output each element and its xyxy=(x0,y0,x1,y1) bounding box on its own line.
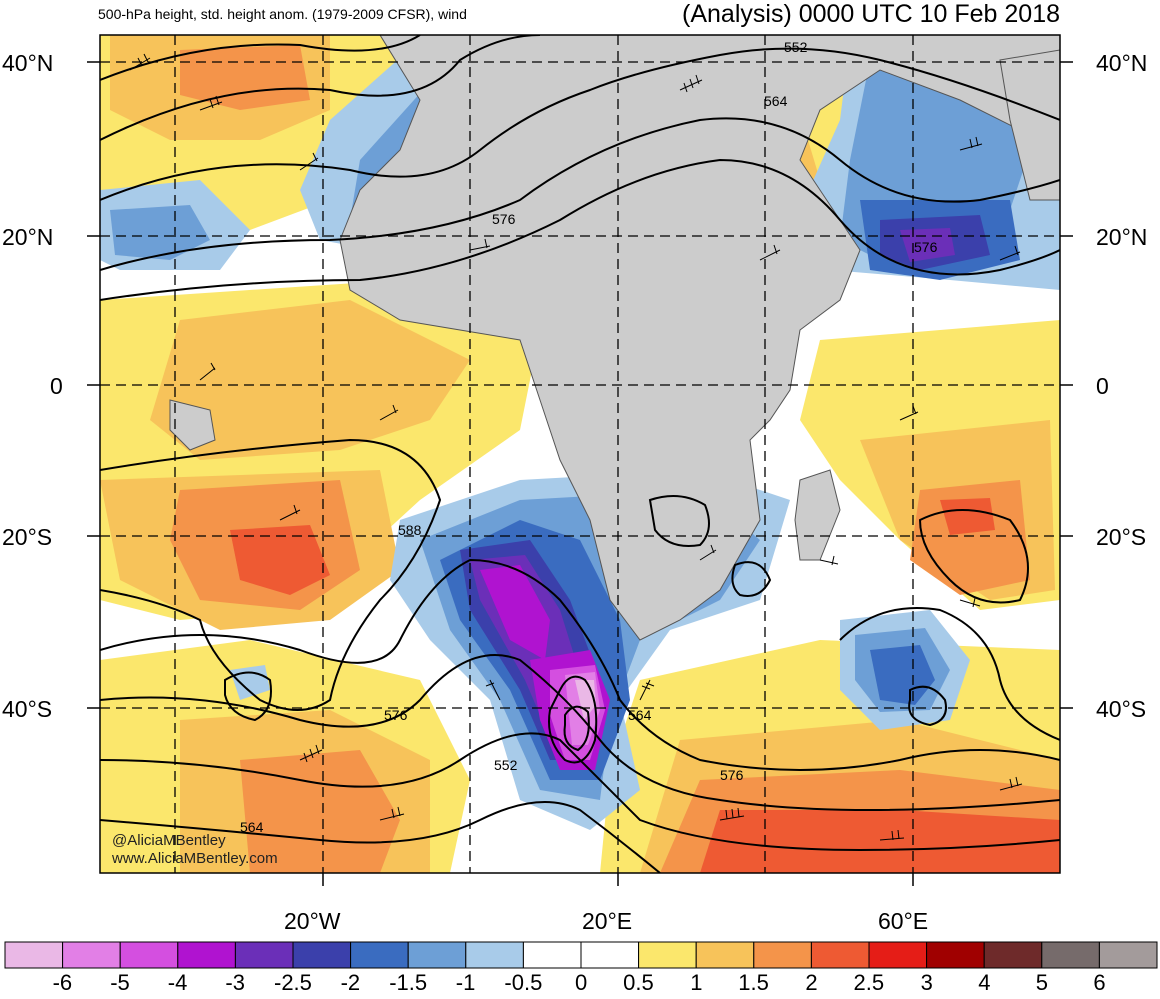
colorbar-swatch xyxy=(62,941,121,969)
contour-label: 564 xyxy=(628,707,652,723)
colorbar-swatch xyxy=(177,941,236,969)
colorbar-swatch xyxy=(753,941,812,969)
lat-label-right: 0 xyxy=(1096,373,1109,399)
colorbar-tick-label: -6 xyxy=(52,970,73,995)
contour-label: 564 xyxy=(764,93,788,109)
colorbar-tick-label: -2 xyxy=(340,970,361,995)
colorbar-swatch xyxy=(1098,941,1158,969)
lat-label-right: 20°S xyxy=(1096,524,1147,550)
lat-label-left: 20°S xyxy=(2,524,53,550)
axis-ticks xyxy=(87,61,1073,886)
colorbar-swatch xyxy=(983,941,1043,969)
lat-label-right: 40°S xyxy=(1096,696,1147,722)
colorbar-tick-label: -3 xyxy=(225,970,245,995)
colorbar-swatch xyxy=(234,941,294,969)
contour-label: 564 xyxy=(240,819,264,835)
colorbar-swatch xyxy=(926,941,985,969)
lon-label: 60°E xyxy=(878,908,929,934)
colorbar-tick-label: 6 xyxy=(1093,970,1106,995)
colorbar-swatch xyxy=(4,941,64,969)
contour-label: 588 xyxy=(398,522,422,538)
contour-label: 576 xyxy=(492,211,516,227)
colorbar-tick-label: 1 xyxy=(690,970,703,995)
colorbar-tick-label: 3 xyxy=(920,970,933,995)
colorbar-swatch xyxy=(695,941,755,969)
colorbar-tick-label: -1.5 xyxy=(389,970,428,995)
colorbar-swatch xyxy=(292,941,352,969)
colorbar-tick-label: -0.5 xyxy=(504,970,543,995)
colorbar-swatch xyxy=(638,941,697,969)
colorbar-swatch xyxy=(407,941,467,969)
colorbar xyxy=(4,941,1158,969)
lat-label-left: 20°N xyxy=(2,224,54,250)
colorbar-swatch xyxy=(522,941,582,969)
colorbar-swatch xyxy=(1041,941,1100,969)
contour-labels: 552 564 576 576 588 576 564 552 576 564 xyxy=(240,39,938,835)
colorbar-tick-label: 1.5 xyxy=(738,970,769,995)
contour-label: 576 xyxy=(914,239,938,255)
colorbar-swatch xyxy=(119,941,179,969)
lat-label-left: 0 xyxy=(50,373,63,399)
weather-map: 552 564 576 576 588 576 564 552 576 564 xyxy=(87,34,1073,886)
contour-label: 552 xyxy=(494,757,518,773)
colorbar-tick-label: -2.5 xyxy=(274,970,312,995)
contour-label: 576 xyxy=(720,767,744,783)
colorbar-tick-label: 5 xyxy=(1035,970,1049,995)
land-masses xyxy=(169,35,1060,641)
height-contours xyxy=(100,35,1060,873)
lon-label: 20°E xyxy=(582,908,633,934)
map-frame xyxy=(99,34,1061,874)
colorbar-swatch xyxy=(868,941,928,969)
lat-label-right: 20°N xyxy=(1096,224,1148,250)
colorbar-tick-label: -1 xyxy=(455,970,476,995)
credit-website: www.AliciaMBentley.com xyxy=(112,850,278,867)
colorbar-tick-label: -5 xyxy=(110,970,130,995)
lon-label: 20°W xyxy=(284,908,341,934)
colorbar-tick-label: 2 xyxy=(805,970,818,995)
colorbar-swatch xyxy=(810,941,870,969)
colorbar-tick-label: 0.5 xyxy=(623,970,654,995)
lat-label-left: 40°N xyxy=(2,50,54,76)
map-subtitle: 500-hPa height, std. height anom. (1979-… xyxy=(98,6,467,22)
colorbar-tick-label: 0 xyxy=(575,970,588,995)
credit-handle: @AliciaMBentley xyxy=(112,832,226,849)
colorbar-tick-label: 4 xyxy=(978,970,991,995)
lat-label-right: 40°N xyxy=(1096,50,1148,76)
colorbar-tick-label: 2.5 xyxy=(853,970,885,995)
contour-label: 552 xyxy=(784,39,808,55)
lat-label-left: 40°S xyxy=(2,696,53,722)
graticule xyxy=(100,35,1060,873)
colorbar-swatch xyxy=(350,941,409,969)
contour-label: 576 xyxy=(384,707,408,723)
colorbar-swatch xyxy=(465,941,524,969)
map-title: (Analysis) 0000 UTC 10 Feb 2018 xyxy=(682,0,1060,28)
wind-barbs xyxy=(129,53,1023,841)
colorbar-swatch xyxy=(580,941,640,969)
colorbar-tick-label: -4 xyxy=(167,970,188,995)
